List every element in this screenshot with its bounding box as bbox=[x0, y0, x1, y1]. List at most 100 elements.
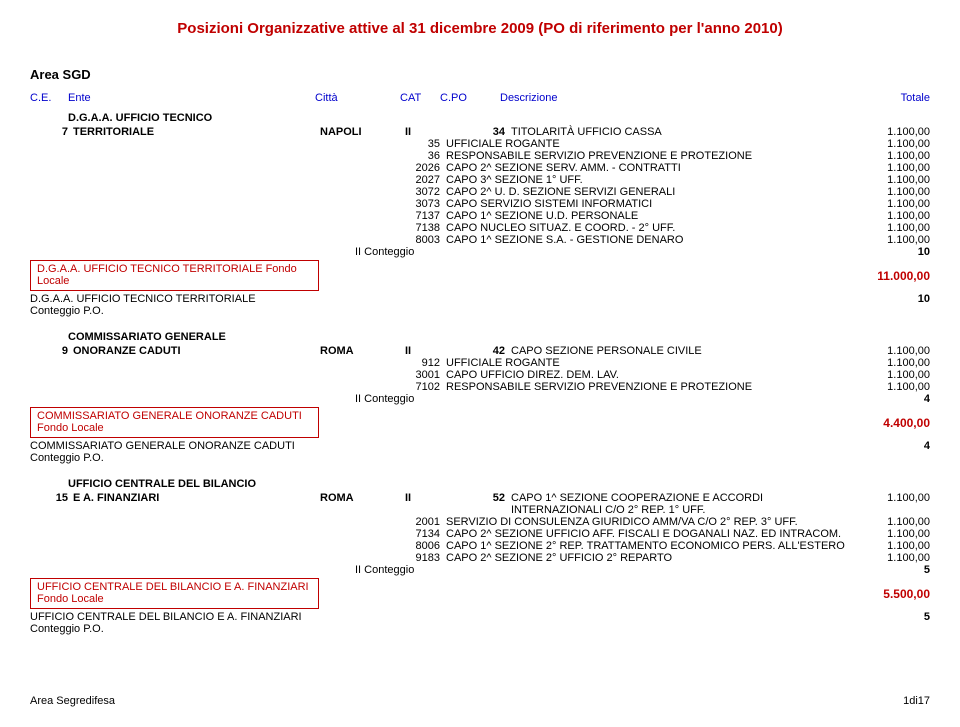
entity-ce: 15 bbox=[30, 492, 73, 516]
ii-conteggio: II Conteggio 10 bbox=[30, 246, 930, 258]
detail-row: 9183CAPO 2^ SEZIONE 2° UFFICIO 2° REPART… bbox=[30, 552, 930, 564]
row-value: 1.100,00 bbox=[850, 198, 930, 210]
detail-row: 7137CAPO 1^ SEZIONE U.D. PERSONALE1.100,… bbox=[30, 210, 930, 222]
fondo-box: COMMISSARIATO GENERALE ONORANZE CADUTI F… bbox=[30, 407, 319, 438]
entity-name: TERRITORIALE bbox=[73, 126, 320, 138]
hdr-cpo: C.PO bbox=[440, 92, 500, 104]
row-code: 7138 bbox=[400, 222, 446, 234]
hdr-desc: Descrizione bbox=[500, 92, 850, 104]
row-desc: UFFICIALE ROGANTE bbox=[446, 138, 850, 150]
ii-value: 10 bbox=[850, 246, 930, 258]
row-code: 8003 bbox=[400, 234, 446, 246]
row-code: 9183 bbox=[400, 552, 446, 564]
fondo-row: COMMISSARIATO GENERALE ONORANZE CADUTI F… bbox=[30, 407, 930, 438]
fondo-row: D.G.A.A. UFFICIO TECNICO TERRITORIALE Fo… bbox=[30, 260, 930, 291]
hdr-tot: Totale bbox=[850, 92, 930, 104]
hdr-ente: Ente bbox=[68, 92, 315, 104]
row-value: 1.100,00 bbox=[850, 516, 930, 528]
row-desc: CAPO 2^ SEZIONE 2° UFFICIO 2° REPARTO bbox=[446, 552, 850, 564]
footer-left: Area Segredifesa bbox=[30, 695, 115, 707]
detail-row: 2027CAPO 3^ SEZIONE 1° UFF.1.100,00 bbox=[30, 174, 930, 186]
row-desc: CAPO 3^ SEZIONE 1° UFF. bbox=[446, 174, 850, 186]
row-desc: CAPO 2^ SEZIONE UFFICIO AFF. FISCALI E D… bbox=[446, 528, 850, 540]
conteggio-po-val: 4 bbox=[850, 440, 930, 464]
detail-row: 3073CAPO SERVIZIO SISTEMI INFORMATICI1.1… bbox=[30, 198, 930, 210]
entity-ce: 9 bbox=[30, 345, 73, 357]
conteggio-po-val: 10 bbox=[850, 293, 930, 317]
page-footer: Area Segredifesa 1di17 bbox=[30, 695, 930, 707]
conteggio-po-text: COMMISSARIATO GENERALE ONORANZE CADUTI C… bbox=[30, 440, 305, 464]
row-desc: UFFICIALE ROGANTE bbox=[446, 357, 850, 369]
row-code: 35 bbox=[400, 138, 446, 150]
ii-conteggio: II Conteggio 4 bbox=[30, 393, 930, 405]
entity-cat: II bbox=[405, 126, 445, 138]
conteggio-po-text: D.G.A.A. UFFICIO TECNICO TERRITORIALE Co… bbox=[30, 293, 305, 317]
row-code: 3072 bbox=[400, 186, 446, 198]
row-code: 2001 bbox=[400, 516, 446, 528]
detail-row: 8006CAPO 1^ SEZIONE 2° REP. TRATTAMENTO … bbox=[30, 540, 930, 552]
section-header: COMMISSARIATO GENERALE bbox=[30, 331, 930, 343]
entity-cat: II bbox=[405, 345, 445, 357]
detail-row: 36RESPONSABILE SERVIZIO PREVENZIONE E PR… bbox=[30, 150, 930, 162]
row-value: 1.100,00 bbox=[850, 150, 930, 162]
row-value: 1.100,00 bbox=[850, 369, 930, 381]
ii-conteggio: II Conteggio 5 bbox=[30, 564, 930, 576]
area-label: Area SGD bbox=[30, 67, 930, 82]
row-desc: CAPO NUCLEO SITUAZ. E COORD. - 2° UFF. bbox=[446, 222, 850, 234]
entity-code: 52 bbox=[445, 492, 511, 516]
conteggio-po-text: UFFICIO CENTRALE DEL BILANCIO E A. FINAN… bbox=[30, 611, 305, 635]
detail-row: 912UFFICIALE ROGANTE1.100,00 bbox=[30, 357, 930, 369]
detail-row: 35UFFICIALE ROGANTE1.100,00 bbox=[30, 138, 930, 150]
section-header: D.G.A.A. UFFICIO TECNICO bbox=[30, 112, 930, 124]
ii-value: 5 bbox=[850, 564, 930, 576]
row-code: 912 bbox=[400, 357, 446, 369]
entity-city: NAPOLI bbox=[320, 126, 405, 138]
entity-code: 34 bbox=[445, 126, 511, 138]
detail-row: 7102RESPONSABILE SERVIZIO PREVENZIONE E … bbox=[30, 381, 930, 393]
row-desc: CAPO 2^ SEZIONE SERV. AMM. - CONTRATTI bbox=[446, 162, 850, 174]
row-code: 3073 bbox=[400, 198, 446, 210]
entity-row: 7 TERRITORIALE NAPOLI II 34 TITOLARITÀ U… bbox=[30, 126, 930, 138]
row-desc: CAPO 1^ SEZIONE U.D. PERSONALE bbox=[446, 210, 850, 222]
row-desc: CAPO UFFICIO DIREZ. DEM. LAV. bbox=[446, 369, 850, 381]
row-desc: CAPO SERVIZIO SISTEMI INFORMATICI bbox=[446, 198, 850, 210]
row-value: 1.100,00 bbox=[850, 162, 930, 174]
entity-row: 9 ONORANZE CADUTI ROMA II 42 CAPO SEZION… bbox=[30, 345, 930, 357]
fondo-box: UFFICIO CENTRALE DEL BILANCIO E A. FINAN… bbox=[30, 578, 319, 609]
conteggio-po: D.G.A.A. UFFICIO TECNICO TERRITORIALE Co… bbox=[30, 293, 930, 317]
section-header: UFFICIO CENTRALE DEL BILANCIO bbox=[30, 478, 930, 490]
fondo-value: 4.400,00 bbox=[850, 416, 930, 430]
row-desc: CAPO 1^ SEZIONE S.A. - GESTIONE DENARO bbox=[446, 234, 850, 246]
row-code: 3001 bbox=[400, 369, 446, 381]
footer-right: 1di17 bbox=[903, 695, 930, 707]
entity-desc: CAPO SEZIONE PERSONALE CIVILE bbox=[511, 345, 850, 357]
row-value: 1.100,00 bbox=[850, 540, 930, 552]
row-value: 1.100,00 bbox=[850, 552, 930, 564]
row-code: 36 bbox=[400, 150, 446, 162]
entity-name: ONORANZE CADUTI bbox=[73, 345, 320, 357]
entity-desc: TITOLARITÀ UFFICIO CASSA bbox=[511, 126, 850, 138]
row-desc: RESPONSABILE SERVIZIO PREVENZIONE E PROT… bbox=[446, 381, 850, 393]
row-value: 1.100,00 bbox=[850, 357, 930, 369]
entity-city: ROMA bbox=[320, 492, 405, 516]
row-desc: CAPO 1^ SEZIONE 2° REP. TRATTAMENTO ECON… bbox=[446, 540, 850, 552]
fondo-row: UFFICIO CENTRALE DEL BILANCIO E A. FINAN… bbox=[30, 578, 930, 609]
entity-row: 15 E A. FINANZIARI ROMA II 52 CAPO 1^ SE… bbox=[30, 492, 930, 516]
ii-label: II Conteggio bbox=[355, 564, 850, 576]
entity-name: E A. FINANZIARI bbox=[73, 492, 320, 516]
entity-cat: II bbox=[405, 492, 445, 516]
row-value: 1.100,00 bbox=[850, 186, 930, 198]
fondo-value: 5.500,00 bbox=[850, 587, 930, 601]
entity-val: 1.100,00 bbox=[850, 126, 930, 138]
hdr-citta: Città bbox=[315, 92, 400, 104]
row-value: 1.100,00 bbox=[850, 174, 930, 186]
detail-row: 8003CAPO 1^ SEZIONE S.A. - GESTIONE DENA… bbox=[30, 234, 930, 246]
detail-row: 3001CAPO UFFICIO DIREZ. DEM. LAV.1.100,0… bbox=[30, 369, 930, 381]
conteggio-po: COMMISSARIATO GENERALE ONORANZE CADUTI C… bbox=[30, 440, 930, 464]
entity-code: 42 bbox=[445, 345, 511, 357]
conteggio-po-val: 5 bbox=[850, 611, 930, 635]
row-value: 1.100,00 bbox=[850, 210, 930, 222]
detail-row: 7138CAPO NUCLEO SITUAZ. E COORD. - 2° UF… bbox=[30, 222, 930, 234]
row-desc: CAPO 2^ U. D. SEZIONE SERVIZI GENERALI bbox=[446, 186, 850, 198]
row-code: 7102 bbox=[400, 381, 446, 393]
